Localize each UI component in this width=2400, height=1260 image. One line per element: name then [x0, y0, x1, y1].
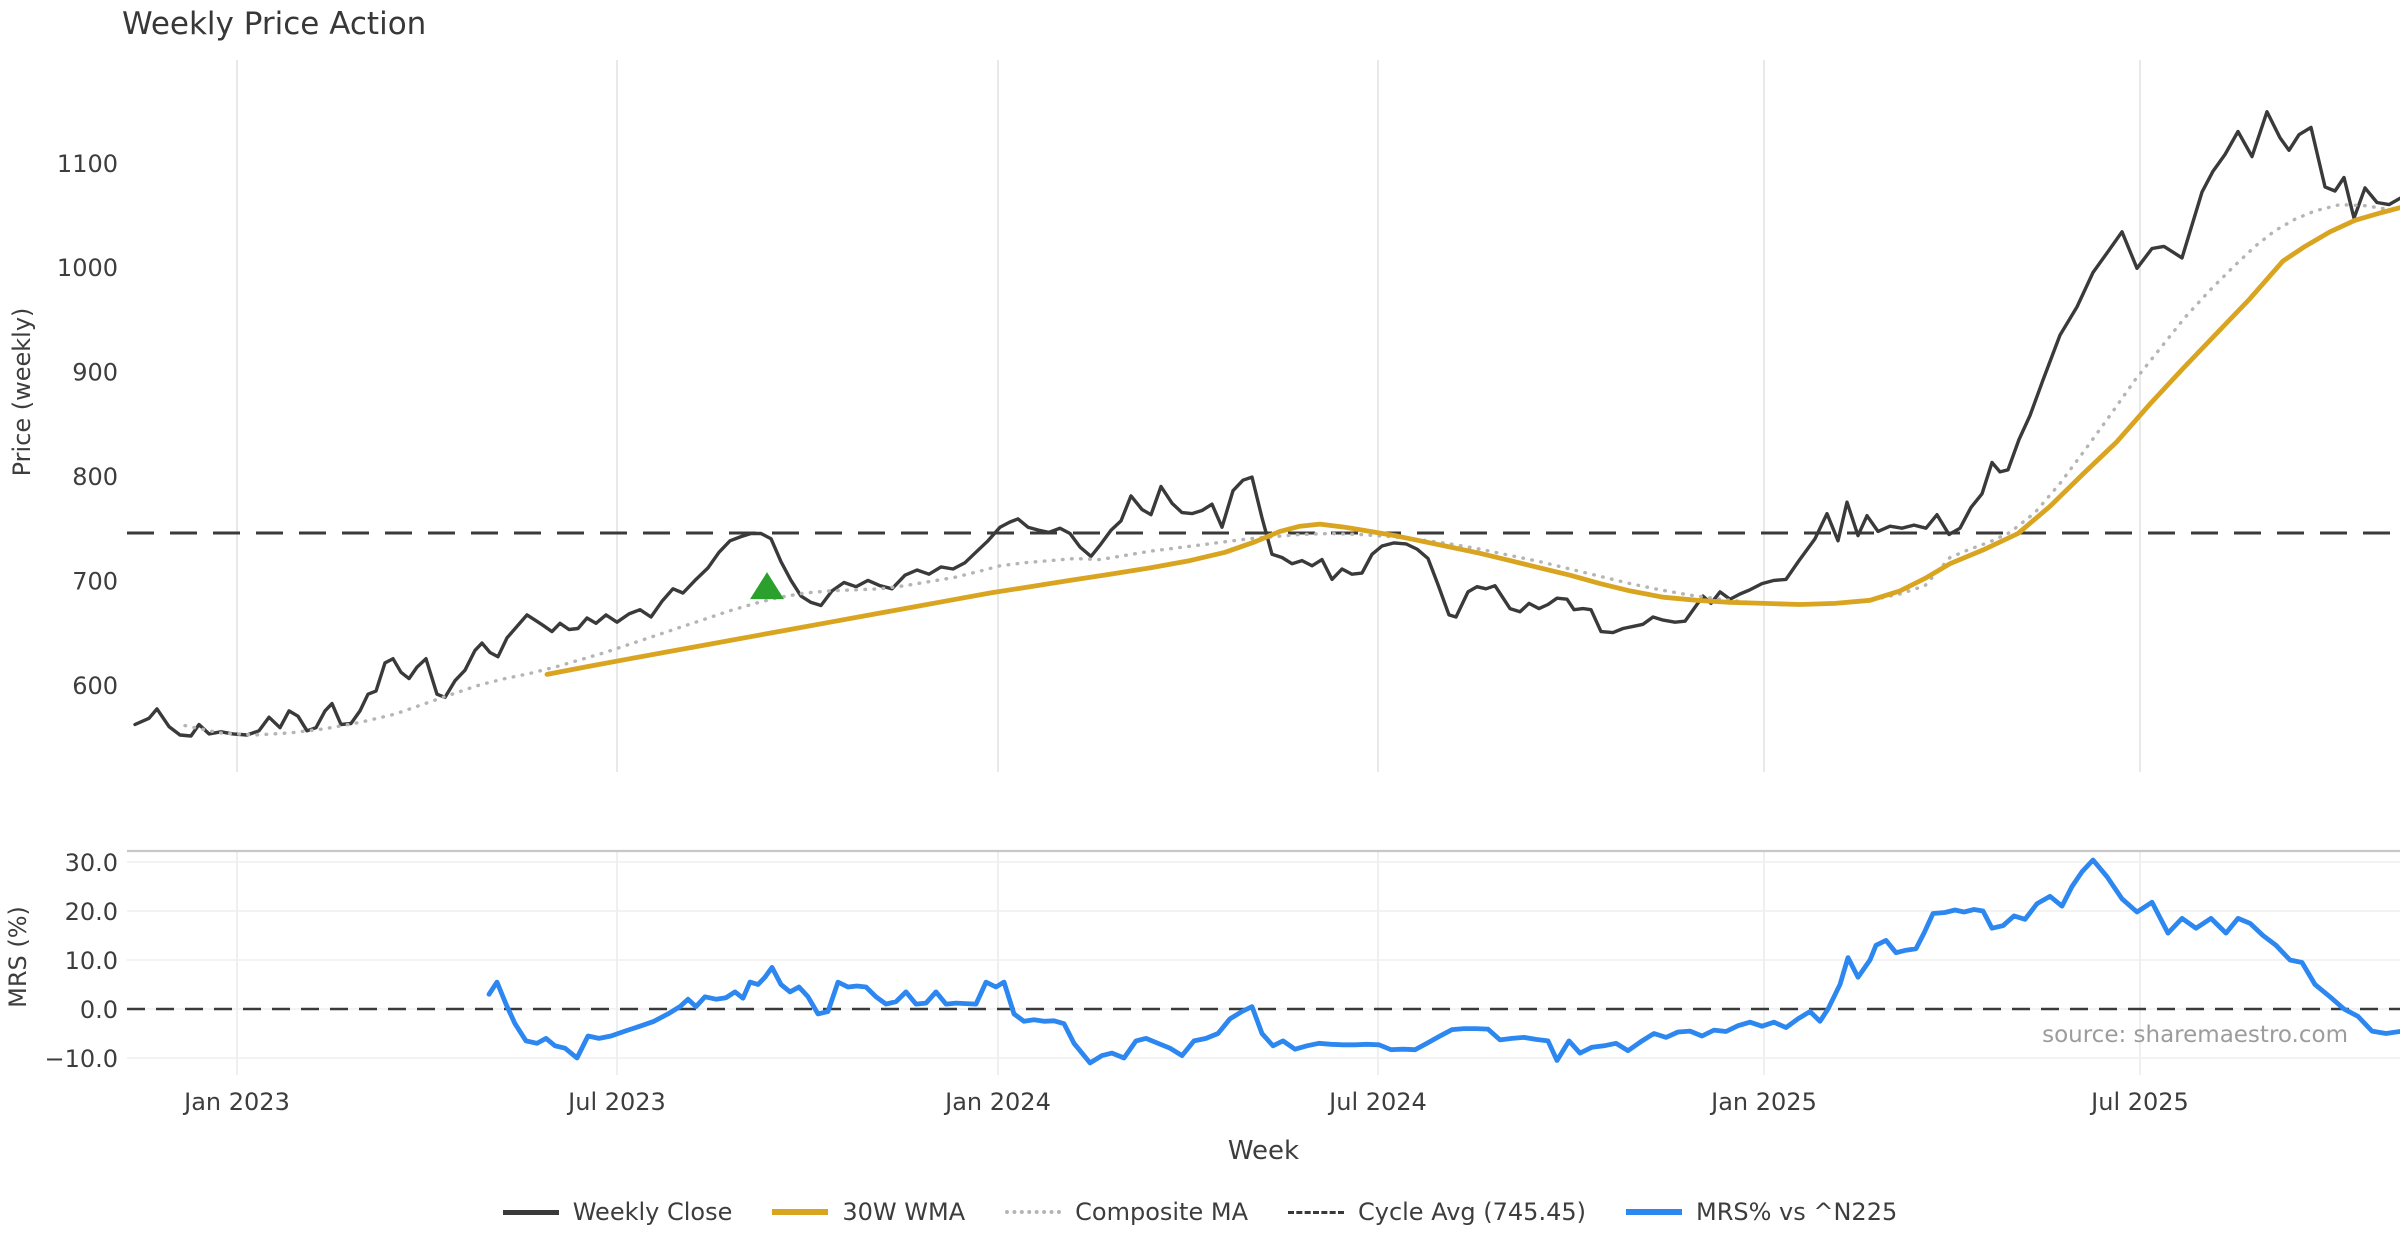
mrs-tick-label: 30.0: [65, 849, 118, 877]
composite-ma-line: [183, 202, 2400, 737]
chart-legend: Weekly Close 30W WMA Composite MA Cycle Avg…: [0, 1198, 2400, 1226]
chart-title: Weekly Price Action: [122, 6, 427, 42]
legend-label: Composite MA: [1075, 1198, 1248, 1226]
week-axis-label: Week: [1227, 1136, 1300, 1166]
legend-swatch-dotted-icon: [1005, 1210, 1062, 1214]
grid-layer: [127, 60, 2400, 1075]
legend-item: Composite MA: [1005, 1198, 1248, 1226]
legend-item: Cycle Avg (745.45): [1287, 1198, 1586, 1226]
price-tick-label: 1100: [57, 150, 118, 178]
date-tick-label: Jul 2023: [566, 1088, 666, 1116]
legend-item: 30W WMA: [772, 1198, 965, 1226]
mrs-tick-label: 10.0: [65, 947, 118, 975]
weekly-close-line: [133, 109, 2400, 738]
legend-swatch-solid-icon: [502, 1209, 559, 1215]
source-attribution: source: sharemaestro.com: [2042, 1022, 2348, 1048]
price-tick-label: 600: [72, 672, 118, 700]
legend-item: MRS% vs ^N225: [1625, 1198, 1898, 1226]
wma-30w-line: [544, 205, 2400, 677]
legend-label: 30W WMA: [842, 1198, 966, 1226]
date-tick-label: Jan 2024: [943, 1088, 1051, 1116]
legend-swatch-solid-icon: [772, 1209, 829, 1215]
mrs-line: [486, 857, 2400, 1066]
date-tick-label: Jul 2025: [2089, 1088, 2189, 1116]
date-tick-label: Jan 2023: [182, 1088, 290, 1116]
legend-label: Weekly Close: [572, 1198, 733, 1226]
legend-label: MRS% vs ^N225: [1695, 1198, 1898, 1226]
date-tick-label: Jan 2025: [1709, 1088, 1817, 1116]
marker-layer: [750, 572, 784, 600]
mrs-axis-label: MRS (%): [4, 906, 32, 1008]
price-axis-label: Price (weekly): [8, 308, 36, 477]
legend-item: Weekly Close: [502, 1198, 733, 1226]
axis-ticks-layer: 1100 1000 900 800 700 600 30.0 20.0 10.0 0.0 −10.0…: [44, 150, 2188, 1116]
price-tick-label: 1000: [57, 254, 118, 282]
price-tick-label: 700: [72, 567, 118, 595]
legend-swatch-dashed-icon: [1287, 1210, 1344, 1214]
date-tick-label: Jul 2024: [1327, 1088, 1427, 1116]
buy-signal-triangle-icon: [750, 572, 784, 600]
mrs-tick-label: 0.0: [80, 996, 118, 1024]
legend-swatch-solid-icon: [1625, 1209, 1682, 1215]
price-tick-label: 900: [72, 359, 118, 387]
legend-label: Cycle Avg (745.45): [1357, 1198, 1586, 1226]
reference-lines-layer: [127, 531, 2400, 1011]
mrs-tick-label: −10.0: [44, 1045, 118, 1073]
mrs-tick-label: 20.0: [65, 898, 118, 926]
series-layer: [133, 109, 2400, 1066]
price-tick-label: 800: [72, 463, 118, 491]
